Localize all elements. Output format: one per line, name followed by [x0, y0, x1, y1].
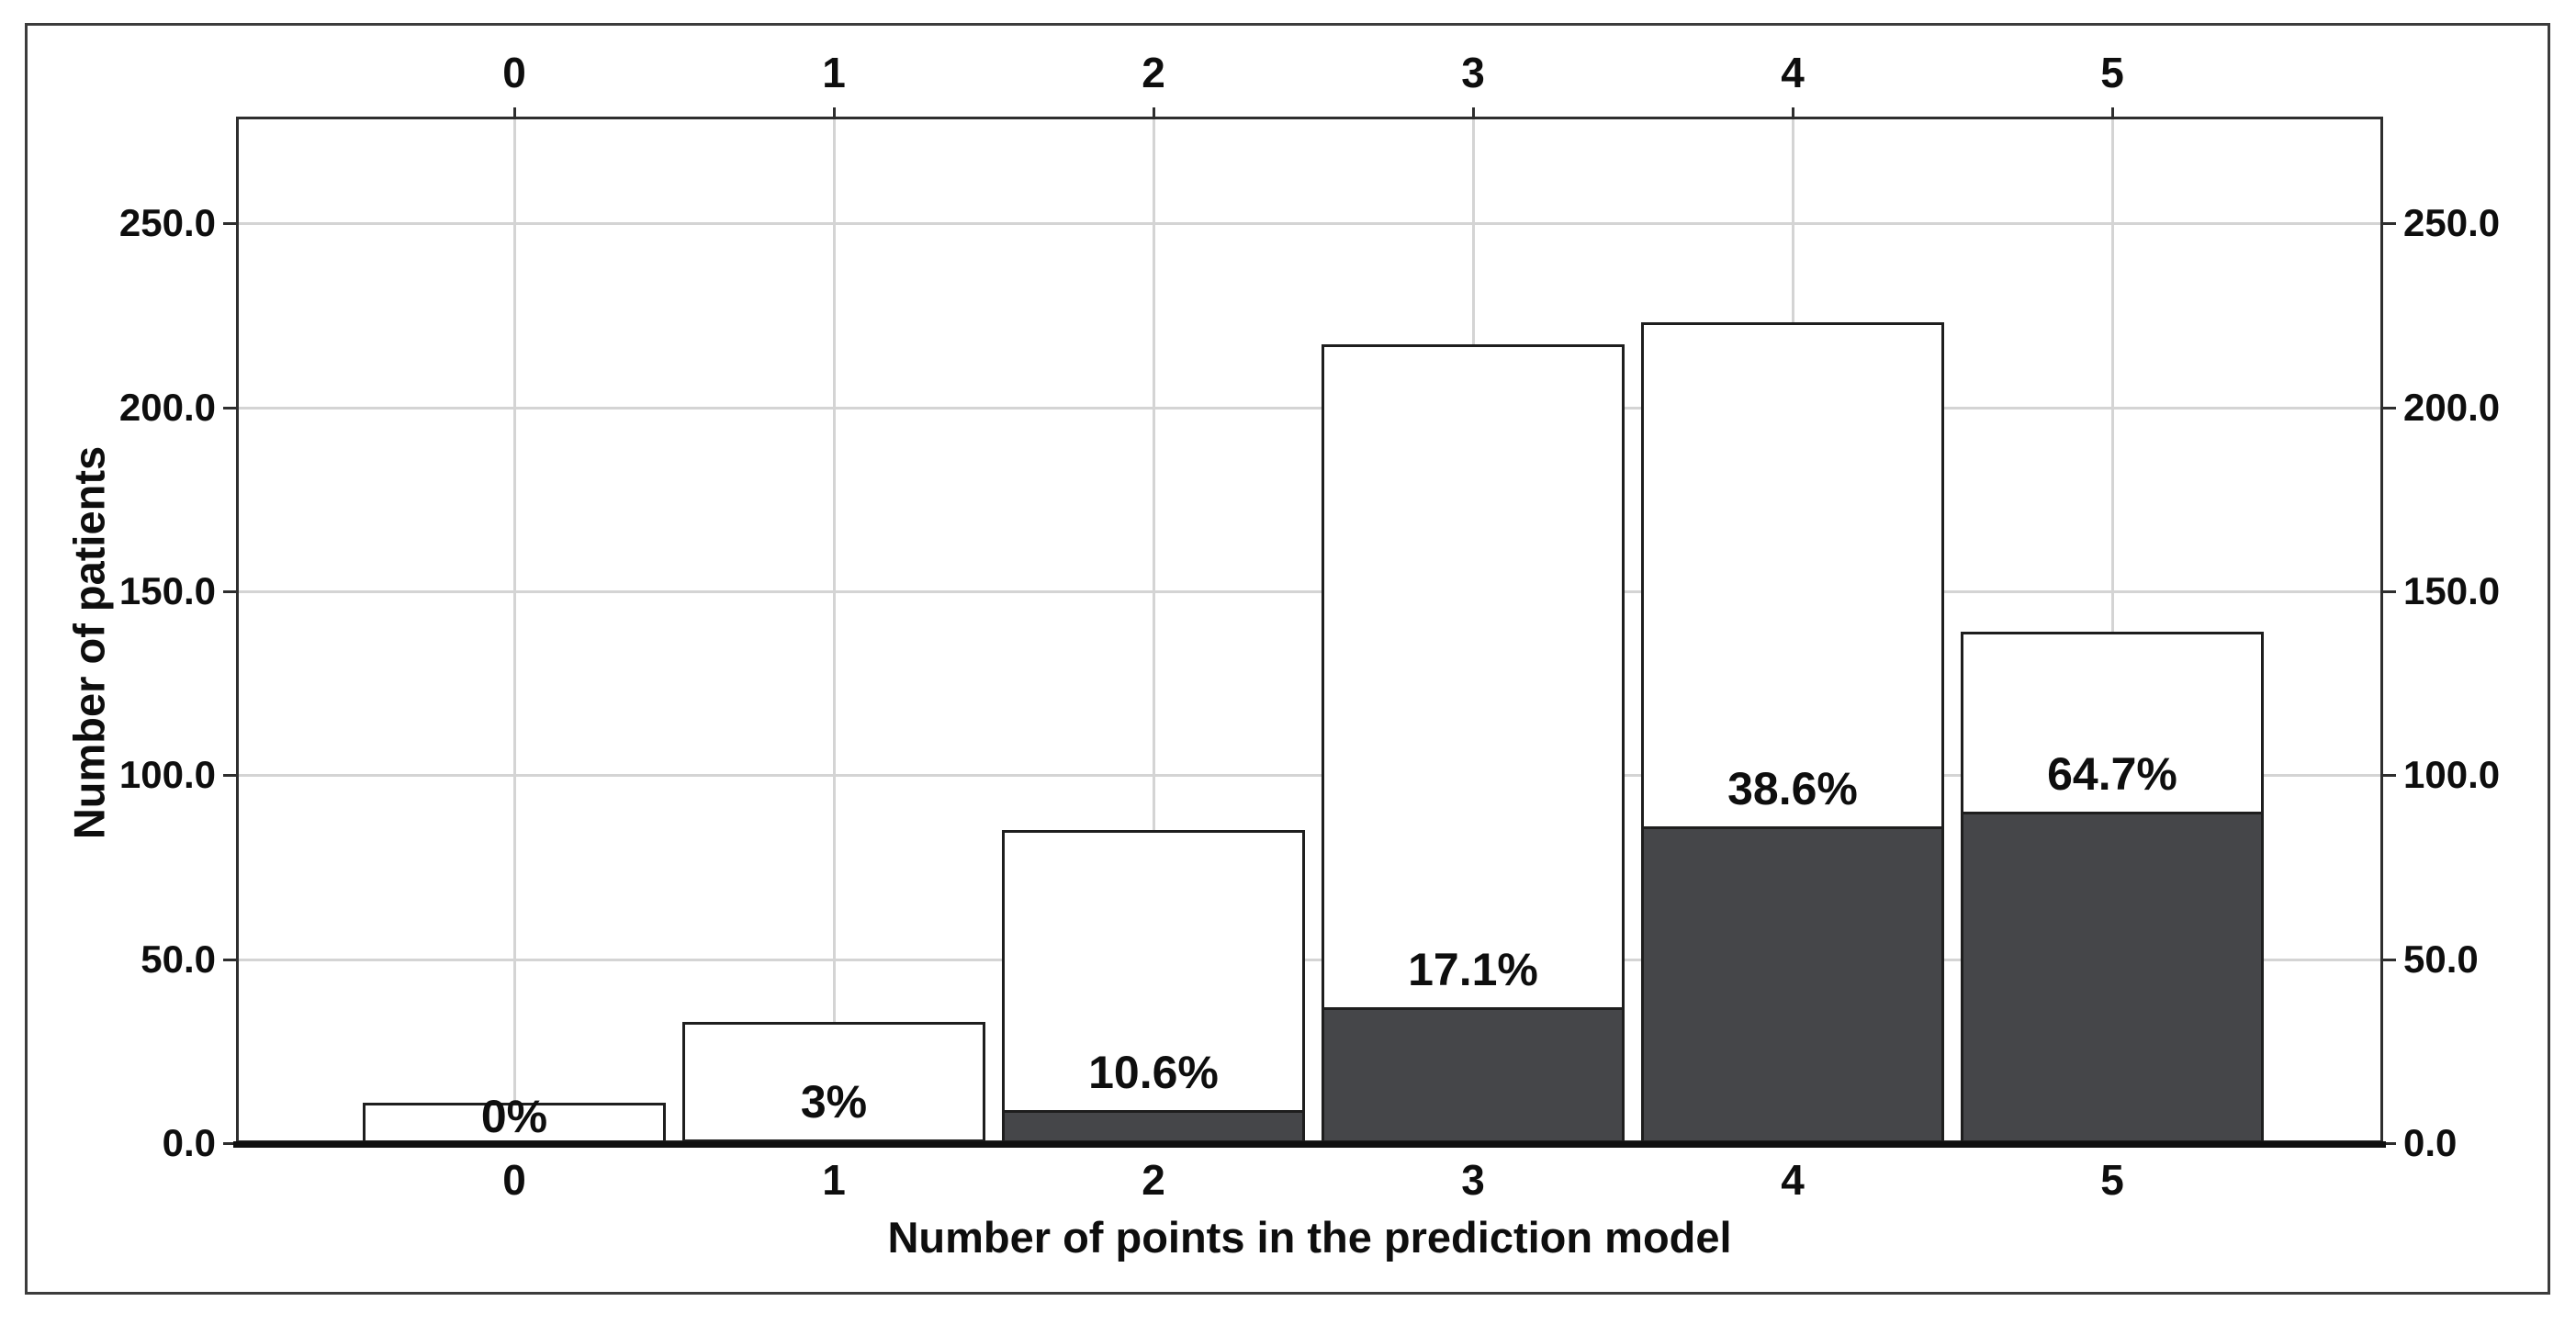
y-tick-left	[223, 590, 236, 593]
y-tick-right	[2383, 407, 2396, 410]
v-gridline	[833, 117, 836, 1143]
x-tick-label-top: 5	[2100, 49, 2124, 96]
y-axis-title: Number of patients	[64, 445, 114, 840]
h-gridline	[236, 959, 2383, 961]
bar-percent-label: 64.7%	[2047, 748, 2177, 800]
x-tick-top	[1792, 107, 1794, 117]
bar-percent-label: 0%	[480, 1091, 548, 1142]
v-gridline	[1153, 117, 1155, 1143]
bar-percent-label: 3%	[800, 1076, 868, 1128]
x-tick-top	[1153, 107, 1155, 117]
y-tick-left	[223, 222, 236, 225]
x-tick-top	[513, 107, 516, 117]
x-tick-label-bottom: 3	[1461, 1156, 1485, 1204]
h-gridline	[236, 590, 2383, 593]
y-tick-label-right: 50.0	[2403, 937, 2479, 981]
y-tick-label-right: 0.0	[2403, 1121, 2458, 1164]
x-tick-label-top: 0	[502, 49, 526, 96]
bar-total-segment	[1002, 830, 1305, 1143]
y-tick-right	[2383, 222, 2396, 225]
y-tick-label-left: 50.0	[141, 937, 216, 981]
y-tick-label-left: 0.0	[162, 1121, 216, 1164]
y-tick-label-right: 150.0	[2403, 569, 2501, 612]
x-axis-line	[233, 1141, 2386, 1148]
y-tick-left	[223, 774, 236, 777]
y-tick-label-right: 100.0	[2403, 753, 2501, 796]
x-tick-label-bottom: 2	[1142, 1156, 1165, 1204]
bar-percent-label: 17.1%	[1408, 944, 1538, 995]
y-tick-left	[223, 1142, 236, 1145]
y-tick-right	[2383, 1142, 2396, 1145]
y-tick-label-left: 100.0	[118, 753, 216, 796]
y-tick-label-left: 250.0	[118, 201, 216, 244]
bar-shaded-segment	[1322, 1007, 1625, 1143]
bar-shaded-segment	[1641, 826, 1944, 1143]
y-tick-label-right: 200.0	[2403, 386, 2501, 429]
y-tick-label-right: 250.0	[2403, 201, 2501, 244]
bar-percent-label: 10.6%	[1088, 1047, 1219, 1098]
y-tick-left	[223, 407, 236, 410]
bar-percent-label: 38.6%	[1727, 763, 1858, 814]
x-tick-label-top: 1	[822, 49, 846, 96]
x-tick-label-top: 2	[1142, 49, 1165, 96]
y-tick-right	[2383, 590, 2396, 593]
x-tick-label-bottom: 5	[2100, 1156, 2124, 1204]
h-gridline	[236, 407, 2383, 410]
x-tick-top	[1472, 107, 1475, 117]
x-tick-label-top: 4	[1781, 49, 1805, 96]
x-tick-top	[2111, 107, 2114, 117]
x-tick-label-bottom: 4	[1781, 1156, 1805, 1204]
v-gridline	[513, 117, 516, 1143]
y-tick-left	[223, 959, 236, 961]
x-tick-label-top: 3	[1461, 49, 1485, 96]
x-tick-top	[833, 107, 836, 117]
v-gridline	[2111, 117, 2114, 1143]
x-tick-label-bottom: 1	[822, 1156, 846, 1204]
h-gridline	[236, 222, 2383, 225]
y-tick-label-left: 150.0	[118, 569, 216, 612]
y-tick-right	[2383, 959, 2396, 961]
x-tick-label-bottom: 0	[502, 1156, 526, 1204]
y-tick-label-left: 200.0	[118, 386, 216, 429]
bar-shaded-segment	[1961, 812, 2264, 1143]
y-tick-right	[2383, 774, 2396, 777]
bar-shaded-segment	[1002, 1110, 1305, 1143]
h-gridline	[236, 774, 2383, 777]
x-axis-title: Number of points in the prediction model	[887, 1213, 1732, 1262]
